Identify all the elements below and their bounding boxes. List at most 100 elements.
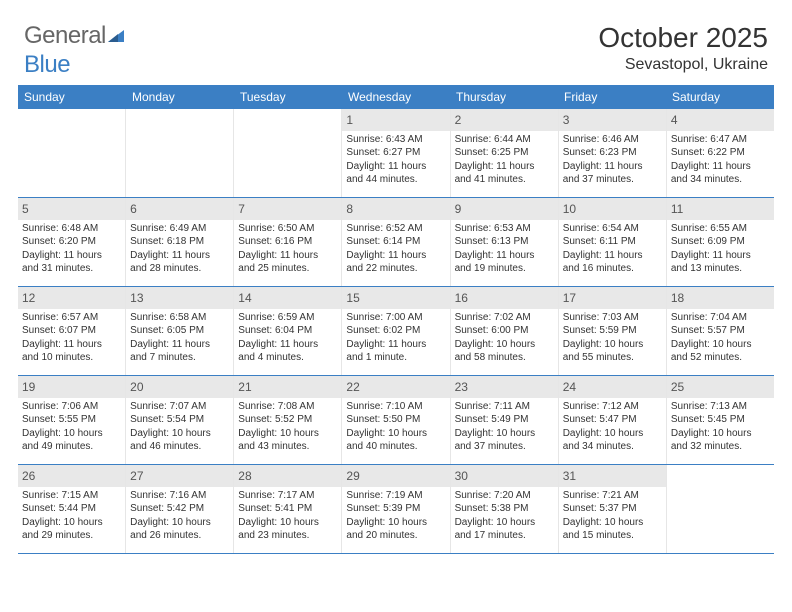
daylight1-text: Daylight: 10 hours	[455, 427, 554, 441]
day-cell: 12Sunrise: 6:57 AMSunset: 6:07 PMDayligh…	[18, 287, 125, 375]
day-number: 16	[455, 291, 468, 305]
daynum-row: 13	[126, 287, 233, 309]
sunset-text: Sunset: 6:18 PM	[130, 235, 229, 249]
day-cell: 4Sunrise: 6:47 AMSunset: 6:22 PMDaylight…	[666, 109, 774, 197]
daynum-row: 25	[667, 376, 774, 398]
daynum-row: 18	[667, 287, 774, 309]
day-number: 20	[130, 380, 143, 394]
day-cell: 19Sunrise: 7:06 AMSunset: 5:55 PMDayligh…	[18, 376, 125, 464]
sunrise-text: Sunrise: 6:46 AM	[563, 133, 662, 147]
day-cell: 13Sunrise: 6:58 AMSunset: 6:05 PMDayligh…	[125, 287, 233, 375]
sunrise-text: Sunrise: 6:53 AM	[455, 222, 554, 236]
day-number: 19	[22, 380, 35, 394]
sunrise-text: Sunrise: 7:13 AM	[671, 400, 770, 414]
week-row: 26Sunrise: 7:15 AMSunset: 5:44 PMDayligh…	[18, 465, 774, 554]
sunrise-text: Sunrise: 6:59 AM	[238, 311, 337, 325]
sunrise-text: Sunrise: 7:07 AM	[130, 400, 229, 414]
sunset-text: Sunset: 5:38 PM	[455, 502, 554, 516]
day-cell: 14Sunrise: 6:59 AMSunset: 6:04 PMDayligh…	[233, 287, 341, 375]
sunset-text: Sunset: 6:14 PM	[346, 235, 445, 249]
sunrise-text: Sunrise: 7:03 AM	[563, 311, 662, 325]
sunrise-text: Sunrise: 6:47 AM	[671, 133, 770, 147]
daylight2-text: and 4 minutes.	[238, 351, 337, 365]
daylight1-text: Daylight: 11 hours	[671, 160, 770, 174]
day-number: 13	[130, 291, 143, 305]
sunset-text: Sunset: 6:20 PM	[22, 235, 121, 249]
daynum-row: 21	[234, 376, 341, 398]
day-cell: 1Sunrise: 6:43 AMSunset: 6:27 PMDaylight…	[341, 109, 449, 197]
day-number: 4	[671, 113, 678, 127]
location: Sevastopol, Ukraine	[598, 56, 768, 74]
sunset-text: Sunset: 6:16 PM	[238, 235, 337, 249]
daylight2-text: and 29 minutes.	[22, 529, 121, 543]
logo-text: GeneralBlue	[24, 22, 128, 79]
dayname: Saturday	[666, 85, 774, 109]
day-cell: 28Sunrise: 7:17 AMSunset: 5:41 PMDayligh…	[233, 465, 341, 553]
sunrise-text: Sunrise: 6:55 AM	[671, 222, 770, 236]
day-number: 21	[238, 380, 251, 394]
daynum-row: 3	[559, 109, 666, 131]
sunrise-text: Sunrise: 6:57 AM	[22, 311, 121, 325]
sunrise-text: Sunrise: 7:12 AM	[563, 400, 662, 414]
day-cell: 18Sunrise: 7:04 AMSunset: 5:57 PMDayligh…	[666, 287, 774, 375]
daylight2-text: and 43 minutes.	[238, 440, 337, 454]
week-row: 1Sunrise: 6:43 AMSunset: 6:27 PMDaylight…	[18, 109, 774, 198]
sunset-text: Sunset: 5:42 PM	[130, 502, 229, 516]
daylight2-text: and 7 minutes.	[130, 351, 229, 365]
day-number: 28	[238, 469, 251, 483]
daynum-row: 7	[234, 198, 341, 220]
day-number: 24	[563, 380, 576, 394]
month-title: October 2025	[598, 22, 768, 54]
daynum-row: 12	[18, 287, 125, 309]
day-cell: 26Sunrise: 7:15 AMSunset: 5:44 PMDayligh…	[18, 465, 125, 553]
daynum-row: 8	[342, 198, 449, 220]
daynum-row: 14	[234, 287, 341, 309]
sunrise-text: Sunrise: 6:49 AM	[130, 222, 229, 236]
sunset-text: Sunset: 6:09 PM	[671, 235, 770, 249]
day-number: 17	[563, 291, 576, 305]
day-number: 15	[346, 291, 359, 305]
daynum-row: 24	[559, 376, 666, 398]
day-cell: 22Sunrise: 7:10 AMSunset: 5:50 PMDayligh…	[341, 376, 449, 464]
sunset-text: Sunset: 6:04 PM	[238, 324, 337, 338]
daylight1-text: Daylight: 11 hours	[563, 249, 662, 263]
daylight2-text: and 55 minutes.	[563, 351, 662, 365]
day-cell: 9Sunrise: 6:53 AMSunset: 6:13 PMDaylight…	[450, 198, 558, 286]
daynum-row: 9	[451, 198, 558, 220]
sunrise-text: Sunrise: 7:21 AM	[563, 489, 662, 503]
sunset-text: Sunset: 5:45 PM	[671, 413, 770, 427]
sunset-text: Sunset: 6:02 PM	[346, 324, 445, 338]
sunrise-text: Sunrise: 7:06 AM	[22, 400, 121, 414]
daylight1-text: Daylight: 11 hours	[346, 249, 445, 263]
daynum-row: 10	[559, 198, 666, 220]
sunset-text: Sunset: 6:25 PM	[455, 146, 554, 160]
sunrise-text: Sunrise: 7:00 AM	[346, 311, 445, 325]
daylight1-text: Daylight: 11 hours	[671, 249, 770, 263]
dayname: Sunday	[18, 85, 126, 109]
daylight2-text: and 16 minutes.	[563, 262, 662, 276]
daylight1-text: Daylight: 10 hours	[455, 338, 554, 352]
sunset-text: Sunset: 5:54 PM	[130, 413, 229, 427]
daynum-row: 20	[126, 376, 233, 398]
daynum-row: 28	[234, 465, 341, 487]
daylight2-text: and 37 minutes.	[563, 173, 662, 187]
sunset-text: Sunset: 6:11 PM	[563, 235, 662, 249]
day-cell: 6Sunrise: 6:49 AMSunset: 6:18 PMDaylight…	[125, 198, 233, 286]
sunset-text: Sunset: 6:07 PM	[22, 324, 121, 338]
day-cell: 23Sunrise: 7:11 AMSunset: 5:49 PMDayligh…	[450, 376, 558, 464]
sunset-text: Sunset: 5:41 PM	[238, 502, 337, 516]
calendar: SundayMondayTuesdayWednesdayThursdayFrid…	[0, 85, 792, 554]
day-number: 18	[671, 291, 684, 305]
day-number: 25	[671, 380, 684, 394]
week-row: 5Sunrise: 6:48 AMSunset: 6:20 PMDaylight…	[18, 198, 774, 287]
day-cell: 3Sunrise: 6:46 AMSunset: 6:23 PMDaylight…	[558, 109, 666, 197]
daylight2-text: and 31 minutes.	[22, 262, 121, 276]
daynum-row: 30	[451, 465, 558, 487]
daylight1-text: Daylight: 10 hours	[563, 516, 662, 530]
daylight1-text: Daylight: 11 hours	[346, 338, 445, 352]
daynum-row: 15	[342, 287, 449, 309]
sunset-text: Sunset: 5:57 PM	[671, 324, 770, 338]
sunrise-text: Sunrise: 6:43 AM	[346, 133, 445, 147]
sunrise-text: Sunrise: 7:04 AM	[671, 311, 770, 325]
daynum-row: 22	[342, 376, 449, 398]
